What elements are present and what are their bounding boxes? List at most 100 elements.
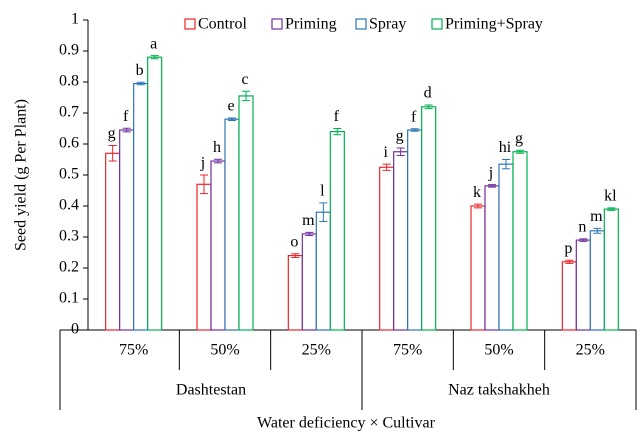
significance-letter: o xyxy=(290,233,298,250)
bar xyxy=(238,95,254,331)
bar xyxy=(561,261,577,331)
significance-letter: e xyxy=(227,98,234,115)
cultivar-label: Naz takshakheh xyxy=(448,382,550,399)
bar xyxy=(470,205,486,331)
bar xyxy=(589,230,605,331)
bar xyxy=(287,255,303,331)
y-tick-label: 0.9 xyxy=(59,42,79,59)
error-bar xyxy=(150,55,159,60)
error-bar xyxy=(565,259,574,264)
bar xyxy=(498,163,514,331)
legend-label: Priming+Spray xyxy=(445,16,543,33)
significance-letter: j xyxy=(200,155,205,172)
significance-letter: g xyxy=(396,128,404,145)
y-tick-label: 0.4 xyxy=(59,197,79,214)
significance-letter: j xyxy=(488,164,493,181)
legend-swatch xyxy=(271,18,283,30)
bar xyxy=(512,151,528,331)
bar xyxy=(393,151,409,331)
error-bar xyxy=(214,158,222,164)
y-tick-label: 0.3 xyxy=(59,228,79,245)
bar xyxy=(147,56,163,331)
y-tick-label: 0.8 xyxy=(59,73,79,90)
y-tick-label: 0.7 xyxy=(59,104,79,121)
bar xyxy=(210,160,226,331)
error-bar xyxy=(242,90,250,102)
error-bar xyxy=(228,117,236,121)
error-bar xyxy=(502,159,510,170)
error-bar xyxy=(382,163,391,171)
error-bar xyxy=(396,147,405,156)
significance-letter: a xyxy=(150,35,157,52)
error-bar xyxy=(305,231,314,236)
y-tick-label: 0.2 xyxy=(59,259,79,276)
legend-label: Priming xyxy=(285,16,337,33)
x-tick-label: 50% xyxy=(484,342,513,359)
x-tick-label: 25% xyxy=(302,342,331,359)
cultivar-label: Dashtestan xyxy=(176,382,246,399)
error-bar xyxy=(488,184,496,188)
error-bar xyxy=(108,145,117,162)
x-tick-label: 25% xyxy=(576,342,605,359)
significance-letter: c xyxy=(241,71,248,88)
y-tick-label: 0 xyxy=(71,321,79,338)
significance-letter: k xyxy=(473,184,481,201)
y-tick-label: 0.5 xyxy=(59,166,79,183)
significance-letter: d xyxy=(424,85,432,102)
significance-letter: i xyxy=(383,144,388,161)
error-bar xyxy=(200,174,208,195)
x-axis-title: Water deficiency × Cultivar xyxy=(257,415,436,432)
error-bar xyxy=(319,202,328,222)
bar xyxy=(224,118,240,331)
error-bar xyxy=(122,127,131,133)
bar xyxy=(379,166,395,331)
significance-letter: g xyxy=(515,130,523,147)
bar xyxy=(484,185,500,331)
significance-letter: kl xyxy=(604,188,617,205)
y-tick-label: 1 xyxy=(71,11,79,28)
x-tick-label: 75% xyxy=(119,342,148,359)
error-bar xyxy=(333,128,342,136)
error-bar xyxy=(516,149,524,154)
legend-label: Spray xyxy=(369,16,406,33)
x-tick-label: 75% xyxy=(393,342,422,359)
bar xyxy=(575,239,591,331)
legend-label: Control xyxy=(198,16,247,33)
significance-letter: h xyxy=(213,139,221,156)
significance-letter: hi xyxy=(499,139,512,156)
significance-letter: n xyxy=(578,219,586,236)
y-tick-label: 0.6 xyxy=(59,135,79,152)
y-tick-label: 0.1 xyxy=(59,290,79,307)
bar xyxy=(133,82,149,331)
bar xyxy=(329,131,345,331)
y-axis-title: Seed yield (g Per Plant) xyxy=(13,99,30,251)
significance-letter: b xyxy=(136,62,144,79)
bar xyxy=(421,106,437,331)
significance-letter: m xyxy=(302,212,315,229)
legend-swatch xyxy=(355,18,367,30)
significance-letter: m xyxy=(590,208,603,225)
legend-swatch xyxy=(431,18,443,30)
bar xyxy=(315,211,331,331)
error-bar xyxy=(607,207,616,211)
significance-letter: g xyxy=(108,125,116,142)
significance-letter: p xyxy=(564,240,572,257)
bar xyxy=(196,183,212,331)
bar xyxy=(119,129,135,331)
significance-letter: f xyxy=(411,108,417,125)
x-tick-label: 50% xyxy=(210,342,239,359)
bar xyxy=(301,233,317,331)
error-bar xyxy=(593,227,602,234)
significance-letter: f xyxy=(123,108,129,125)
error-bar xyxy=(291,253,300,258)
error-bar xyxy=(424,104,433,110)
bar xyxy=(603,208,619,331)
error-bar xyxy=(474,203,482,209)
bar xyxy=(105,152,121,331)
error-bar xyxy=(136,81,145,86)
significance-letter: f xyxy=(334,108,340,125)
legend-swatch xyxy=(184,18,196,30)
error-bar xyxy=(410,128,419,132)
